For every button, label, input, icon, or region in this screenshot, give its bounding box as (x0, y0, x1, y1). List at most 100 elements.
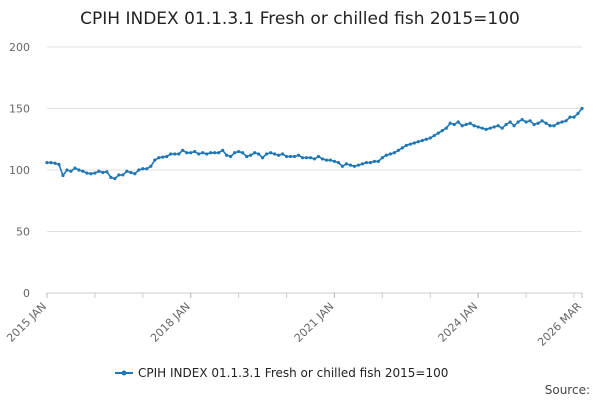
data-point[interactable] (484, 127, 488, 132)
data-point[interactable] (181, 148, 185, 152)
data-point[interactable] (536, 121, 540, 125)
data-point[interactable] (173, 152, 177, 156)
legend[interactable]: CPIH INDEX 01.1.3.1 Fresh or chilled fis… (115, 366, 448, 380)
data-point[interactable] (165, 154, 169, 159)
data-point[interactable] (109, 175, 113, 179)
data-point[interactable] (328, 158, 333, 162)
data-point[interactable] (508, 120, 512, 124)
data-point[interactable] (464, 122, 468, 127)
data-point[interactable] (177, 152, 181, 156)
data-point[interactable] (288, 154, 293, 159)
data-point[interactable] (137, 168, 141, 172)
data-point[interactable] (245, 154, 249, 159)
data-point[interactable] (237, 149, 241, 154)
data-point[interactable] (420, 138, 424, 143)
data-point[interactable] (229, 154, 233, 159)
data-point[interactable] (392, 151, 396, 155)
data-point[interactable] (141, 167, 145, 171)
data-point[interactable] (133, 172, 137, 176)
data-point[interactable] (81, 169, 85, 173)
data-point[interactable] (372, 159, 376, 163)
data-point[interactable] (205, 152, 209, 156)
data-point[interactable] (332, 159, 337, 163)
data-point[interactable] (292, 154, 297, 159)
data-point[interactable] (85, 171, 89, 175)
data-point[interactable] (161, 155, 165, 159)
data-point[interactable] (404, 143, 408, 147)
data-point[interactable] (316, 154, 321, 159)
data-point[interactable] (504, 122, 508, 127)
data-point[interactable] (93, 171, 97, 175)
data-point[interactable] (296, 153, 301, 157)
data-point[interactable] (380, 156, 384, 160)
data-point[interactable] (556, 121, 560, 125)
data-point[interactable] (388, 152, 392, 156)
data-point[interactable] (125, 169, 129, 173)
data-point[interactable] (480, 126, 484, 130)
data-point[interactable] (304, 156, 309, 160)
data-point[interactable] (201, 151, 205, 155)
data-point[interactable] (528, 119, 532, 123)
data-point[interactable] (308, 156, 313, 160)
data-point[interactable] (472, 124, 476, 128)
data-point[interactable] (213, 151, 217, 155)
data-point[interactable] (436, 131, 440, 135)
data-point[interactable] (101, 170, 105, 175)
data-point[interactable] (217, 151, 221, 155)
data-point[interactable] (69, 169, 73, 173)
data-point[interactable] (233, 151, 237, 155)
data-point[interactable] (185, 151, 189, 155)
data-point[interactable] (544, 121, 548, 125)
data-point[interactable] (300, 156, 305, 160)
data-point[interactable] (568, 115, 572, 119)
data-point[interactable] (49, 161, 53, 165)
data-point[interactable] (261, 156, 265, 160)
data-point[interactable] (440, 129, 444, 133)
data-point[interactable] (209, 151, 213, 155)
data-point[interactable] (340, 164, 345, 168)
data-point[interactable] (157, 156, 161, 160)
data-point[interactable] (516, 120, 520, 124)
data-point[interactable] (197, 152, 201, 156)
data-point[interactable] (153, 158, 157, 162)
data-point[interactable] (364, 161, 368, 165)
data-point[interactable] (117, 173, 121, 177)
data-point[interactable] (496, 124, 500, 128)
data-point[interactable] (456, 120, 460, 124)
data-point[interactable] (257, 152, 261, 156)
data-point[interactable] (428, 136, 432, 140)
data-point[interactable] (344, 162, 349, 166)
data-point[interactable] (552, 124, 556, 128)
data-point[interactable] (356, 163, 361, 167)
data-point[interactable] (488, 126, 492, 130)
data-point[interactable] (61, 173, 65, 178)
data-point[interactable] (241, 151, 245, 155)
data-point[interactable] (89, 172, 93, 176)
data-point[interactable] (336, 161, 341, 165)
data-point[interactable] (284, 154, 289, 159)
data-point[interactable] (448, 121, 452, 125)
data-point[interactable] (432, 133, 436, 138)
data-point[interactable] (264, 152, 269, 156)
data-point[interactable] (580, 106, 584, 111)
data-point[interactable] (73, 166, 77, 170)
data-point[interactable] (412, 141, 416, 145)
data-point[interactable] (169, 152, 173, 156)
data-point[interactable] (452, 122, 456, 127)
data-point[interactable] (45, 161, 49, 165)
data-point[interactable] (572, 115, 576, 119)
data-point[interactable] (225, 153, 229, 157)
data-point[interactable] (368, 161, 372, 165)
data-point[interactable] (221, 148, 225, 152)
data-point[interactable] (548, 124, 552, 128)
data-point[interactable] (320, 157, 325, 161)
data-point[interactable] (249, 153, 253, 157)
data-point[interactable] (476, 125, 480, 129)
data-point[interactable] (384, 153, 388, 157)
data-point[interactable] (253, 151, 257, 155)
data-point[interactable] (312, 157, 317, 161)
data-point[interactable] (276, 153, 281, 157)
data-point[interactable] (324, 158, 329, 162)
data-point[interactable] (468, 121, 472, 125)
data-point[interactable] (396, 148, 400, 152)
